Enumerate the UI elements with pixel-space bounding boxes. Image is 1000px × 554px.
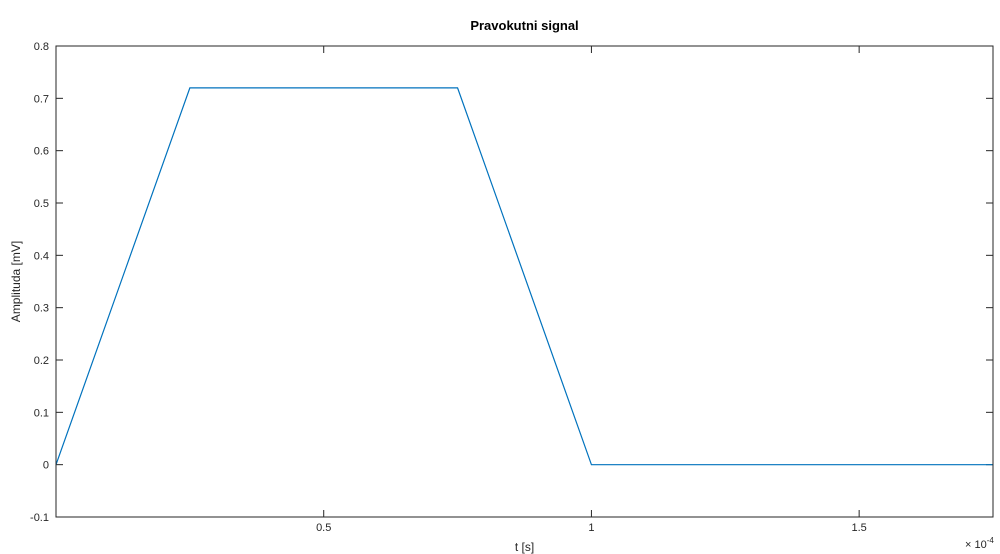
axes-box — [55, 45, 994, 518]
ticks-layer — [56, 45, 993, 518]
chart-title: Pravokutni signal — [470, 18, 578, 33]
y-tick-label: 0.4 — [34, 250, 49, 262]
y-tick-label: 0.1 — [34, 407, 49, 419]
y-tick-label: 0.6 — [34, 146, 49, 158]
x-tick-label: 0.5 — [316, 522, 331, 534]
tick-label-layer: -0.1 0 0.1 0.2 0.3 0.4 0.5 0.6 0.7 0.8 0.5 1 1.5 — [30, 41, 867, 534]
y-tick-label: 0.2 — [34, 355, 49, 367]
y-tick-label: 0.7 — [34, 93, 49, 105]
y-tick-label: 0.5 — [34, 198, 49, 210]
y-axis-label: Amplituda [mV] — [9, 241, 23, 322]
x-axis-label: t [s] — [515, 540, 534, 554]
x-axis-multiplier-exponent: -4 — [987, 536, 995, 545]
series-line-0 — [55, 87, 993, 466]
series-layer — [55, 87, 993, 466]
y-tick-label: 0.3 — [34, 303, 49, 315]
x-axis-multiplier: × 10-4 — [965, 536, 994, 551]
plot-area — [56, 46, 993, 517]
y-tick-label: 0 — [43, 460, 49, 472]
x-tick-label: 1.5 — [851, 522, 866, 534]
x-tick-label: 1 — [588, 522, 594, 534]
y-tick-label: -0.1 — [30, 512, 49, 524]
x-axis-multiplier-base: × 10 — [965, 539, 987, 551]
y-tick-label: 0.8 — [34, 41, 49, 53]
